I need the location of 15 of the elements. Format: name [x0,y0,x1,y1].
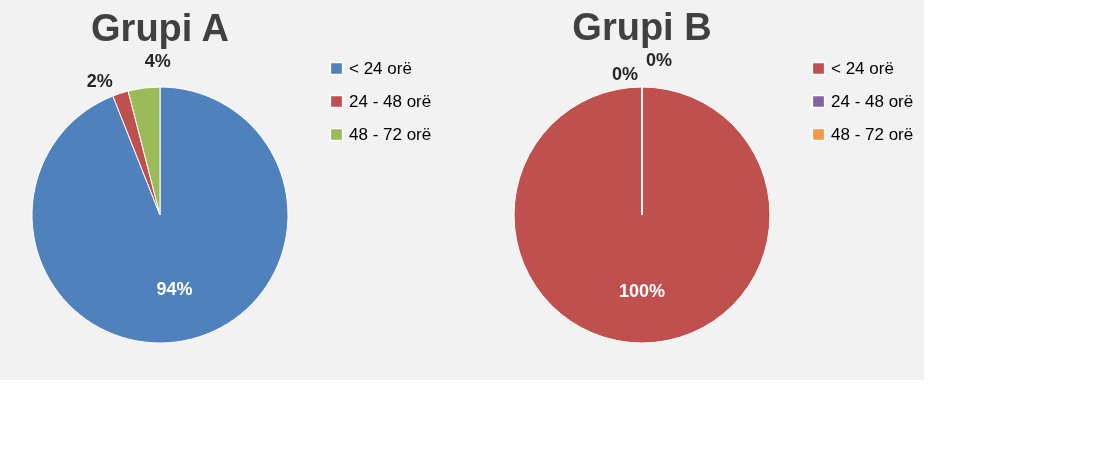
chart-title: Grupi B [572,6,712,48]
legend-label: 48 - 72 orë [831,124,914,144]
legend-label: 24 - 48 orë [349,91,432,111]
data-label: 94% [156,279,193,300]
legend-label: 24 - 48 orë [831,91,914,111]
data-label: 100% [618,280,666,301]
legend-label: 48 - 72 orë [349,124,432,144]
data-label: 2% [86,70,113,91]
text: 0% [611,64,638,84]
pie-slice [31,86,289,344]
legend-label: < 24 orë [831,58,894,78]
legend-label: < 24 orë [349,58,412,78]
text: 0% [646,50,673,70]
chart-title: Grupi A [91,7,229,50]
data-label: 4% [144,51,171,72]
